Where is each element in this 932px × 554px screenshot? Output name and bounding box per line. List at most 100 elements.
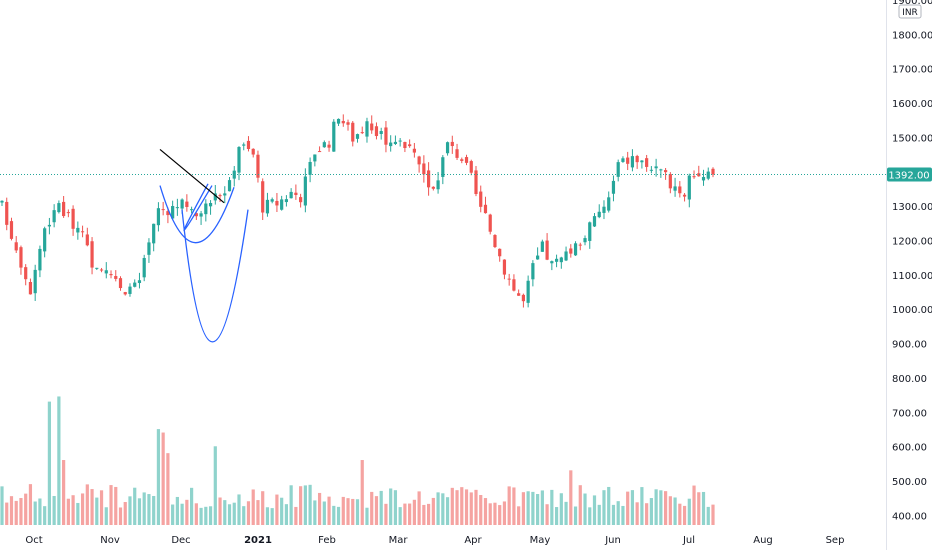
candle-body [43,228,47,252]
volume-bar [109,485,113,525]
volume-bar [635,502,639,525]
candle-body [142,257,146,278]
volume-bar [71,495,75,525]
candle-body [436,180,440,190]
volume-bar [526,491,530,525]
volume-bar [0,486,4,525]
volume-bar [251,489,255,525]
drawing-curve[interactable] [181,209,249,343]
candle-body [355,134,360,139]
time-tick-label: Oct [25,535,42,546]
volume-bar [351,498,355,525]
trend-line[interactable] [159,149,225,204]
volume-bar [24,493,28,525]
candle-body [464,157,469,163]
candle-body [303,176,307,206]
price-tick-label: 1200.00 [892,237,932,248]
candle-body [602,206,606,213]
volume-bar [128,496,132,525]
volume-bar [403,503,407,525]
candle-body [545,240,549,260]
candle-body [57,203,61,213]
candle-body [611,180,616,194]
candle-body [265,199,270,214]
volume-bar [384,503,388,525]
drawing-tools[interactable] [159,149,249,343]
candle-body [621,158,625,162]
volume-bar [488,503,492,525]
candle-body [626,157,630,164]
volume-bar [436,492,440,525]
candle-body [204,203,208,215]
candle-body [289,191,293,199]
volume-bar [14,500,18,525]
volume-bar [114,486,118,525]
candle-body [52,210,56,223]
last-price-badge: 1392.00 [887,167,932,182]
candle-body [208,203,213,207]
volume-bar [493,502,497,525]
volume-bar [80,493,85,525]
volume-bar [137,498,142,525]
volume-bar [498,505,502,525]
volume-bar [370,491,374,525]
candle-body [242,144,246,146]
volume-bar [597,504,601,525]
candle-body [24,267,28,280]
volume-bar [687,498,691,525]
volume-bar [299,486,303,525]
candle-body [351,122,355,142]
volume-bar [294,506,298,525]
candle-body [280,199,284,210]
candle-body [237,147,241,173]
candle-body [645,158,649,167]
volume-bar [379,490,383,525]
drawing-curve[interactable] [183,183,213,232]
volume-bar [62,460,66,525]
candle-body [564,251,568,261]
volume-bar [654,489,658,525]
candle-body [450,141,454,147]
time-tick-label: 2021 [244,535,272,546]
candle-body [360,132,364,134]
volume-bar [521,492,525,525]
time-tick-label: Nov [100,535,120,546]
candle-body [109,274,113,276]
candle-body [152,223,156,244]
volume-bar [123,502,127,525]
volume-bar [398,507,402,525]
volume-bar [332,505,336,525]
price-axis-background [886,0,932,550]
candle-body [498,248,502,257]
price-tick-label: 900.00 [892,340,927,351]
volume-bar [5,502,9,525]
candle-body [573,243,578,256]
candle-body [512,279,516,291]
volume-bar [673,497,677,525]
volume-bar [479,495,483,525]
candle-body [90,241,94,268]
candle-body [322,142,326,148]
volume-bar [85,484,89,525]
candle-body [526,280,530,303]
last-price-label: 1392.00 [888,171,929,182]
currency-badge[interactable]: INR [898,4,922,19]
candle-body [488,214,492,232]
volume-bar [38,498,42,525]
candle-body [33,269,37,294]
volume-bar [507,486,511,525]
candle-body [569,248,573,254]
time-axis[interactable]: Oct Nov Dec 2021 Feb Mar Apr May Jun Jul Aug Sep [25,535,844,546]
volume-bar [303,485,307,525]
volume-bar [578,485,582,525]
drawing-curve[interactable] [159,185,235,244]
candle-body [521,294,525,302]
volume-bar [57,396,61,525]
candle-body [597,211,601,218]
volume-bar [640,487,644,525]
volume-bar [104,507,108,525]
candle-body [299,197,303,203]
volume-bar [431,497,435,525]
